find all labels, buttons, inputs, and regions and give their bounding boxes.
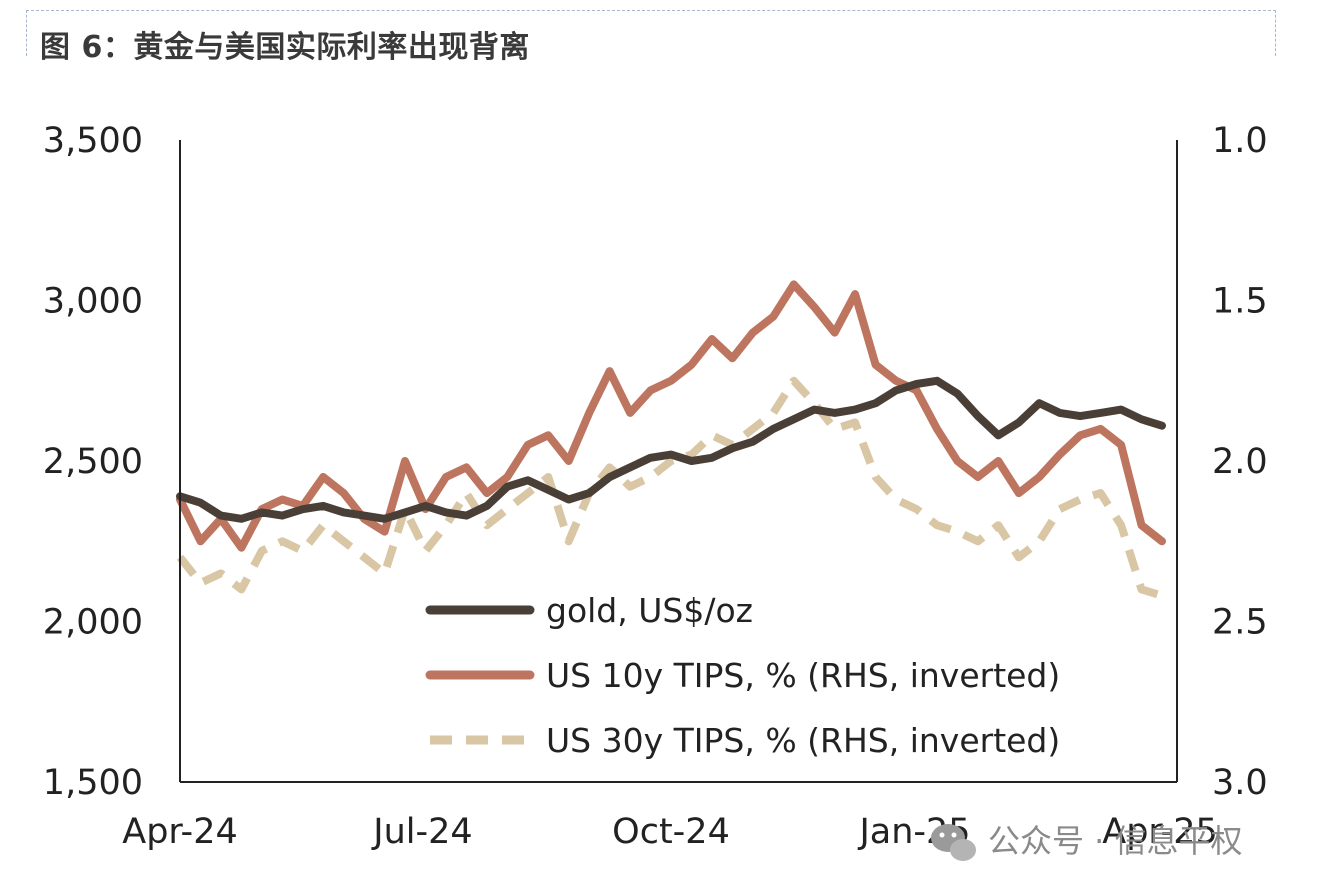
- series-line-tips30: [176, 376, 1164, 600]
- right-tick-label: 1.0: [1212, 121, 1268, 161]
- watermark-text: 公众号 · 信息平权: [988, 822, 1243, 860]
- figure-frame-right: [1275, 10, 1276, 56]
- x-tick-label: Apr-25: [1102, 812, 1217, 852]
- left-tick-label: 3,000: [43, 282, 143, 322]
- axes-layer: [179, 140, 1178, 783]
- figure-frame-top: [26, 10, 1276, 11]
- watermark: 公众号 · 信息平权: [931, 822, 1243, 861]
- right-tick-label: 3.0: [1212, 763, 1268, 803]
- left-tick-label: 3,500: [43, 121, 143, 161]
- figure-frame-left: [26, 10, 27, 56]
- legend-label-gold: gold, US$/oz: [546, 591, 753, 630]
- x-tick-label: Jul-24: [371, 812, 472, 852]
- series-line-gold: [176, 376, 1166, 523]
- right-tick-label: 2.0: [1212, 442, 1268, 482]
- x-tick-label: Apr-24: [122, 812, 237, 852]
- right-tick-label: 2.5: [1212, 603, 1268, 643]
- legend-label-tips10: US 10y TIPS, % (RHS, inverted): [546, 656, 1060, 695]
- series-line-tips10: [176, 280, 1166, 552]
- figure-title: 图 6：黄金与美国实际利率出现背离: [40, 30, 530, 65]
- legend: gold, US$/oz US 10y TIPS, % (RHS, invert…: [420, 582, 1090, 762]
- right-tick-label: 1.5: [1212, 282, 1268, 322]
- left-tick-label: 2,000: [43, 603, 143, 643]
- legend-label-tips30: US 30y TIPS, % (RHS, inverted): [546, 721, 1060, 760]
- left-tick-label: 2,500: [43, 442, 143, 482]
- left-tick-label: 1,500: [43, 763, 143, 803]
- series-layer: [176, 280, 1166, 600]
- x-tick-label: Oct-24: [612, 812, 730, 852]
- wechat-icon: [931, 824, 976, 861]
